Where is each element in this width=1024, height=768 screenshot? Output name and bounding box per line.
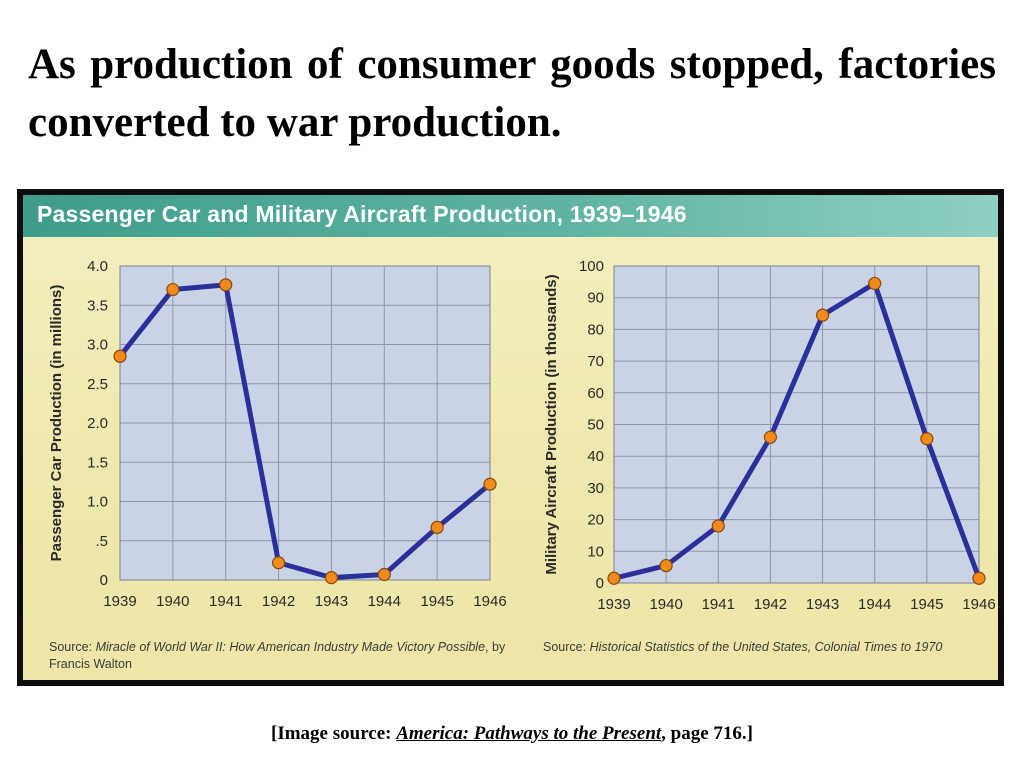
car-xtick-label: 1941 xyxy=(209,593,242,610)
aircraft-data-point-1945 xyxy=(920,432,934,446)
car-xtick-label: 1942 xyxy=(262,593,295,610)
car-ylabel: Passenger Car Production (in millions) xyxy=(48,285,65,562)
aircraft-plot-border xyxy=(613,265,980,584)
slide-title: As production of consumer goods stopped,… xyxy=(28,41,996,146)
car-chart-source: Source: Miracle of World War II: How Ame… xyxy=(49,639,509,673)
aircraft-source-title: Historical Statistics of the United Stat… xyxy=(589,640,943,654)
aircraft-xtick-label: 1945 xyxy=(910,596,943,613)
car-xtick-label: 1940 xyxy=(156,593,189,610)
car-data-point-1946 xyxy=(483,477,497,491)
car-xtick-label: 1939 xyxy=(103,593,136,610)
car-source-title: Miracle of World War II: How American In… xyxy=(95,640,486,654)
aircraft-ytick-label: 90 xyxy=(587,290,604,307)
aircraft-ylabel: Military Aircraft Production (in thousan… xyxy=(543,274,560,574)
aircraft-xtick-label: 1942 xyxy=(754,596,787,613)
car-ytick-label: 1.0 xyxy=(87,494,108,511)
aircraft-ytick-label: 30 xyxy=(587,480,604,497)
car-data-point-1941 xyxy=(219,278,233,292)
charts-svg: 0 .5 1.0 1.5 2.0 2.5 3.0 3.5 4.0 1939 1940 1941 1942… xyxy=(48,258,996,613)
car-ytick-label: 3.0 xyxy=(87,337,108,354)
aircraft-ytick-label: 0 xyxy=(596,575,604,592)
aircraft-series-line xyxy=(611,280,982,581)
car-source-tail: , by Francis Walton xyxy=(49,640,506,671)
aircraft-xtick-label: 1939 xyxy=(597,596,630,613)
aircraft-ytick-label: 40 xyxy=(587,448,604,465)
aircraft-data-point-1940 xyxy=(659,558,673,573)
aircraft-ytick-label: 20 xyxy=(587,512,604,529)
car-ytick-label: 3.5 xyxy=(87,297,108,314)
caption-book-title: America: Pathways to the Present xyxy=(396,723,662,744)
aircraft-xtick-label: 1941 xyxy=(702,596,735,613)
aircraft-data-point-1939 xyxy=(607,571,621,585)
car-data-point-1940 xyxy=(166,282,180,297)
image-source-caption: [Image source: America: Pathways to the … xyxy=(0,723,1024,745)
car-xtick-label: 1943 xyxy=(315,593,348,610)
aircraft-ytick-label: 10 xyxy=(587,543,604,560)
car-ytick-label: .5 xyxy=(95,533,108,550)
car-data-point-1944 xyxy=(377,567,391,582)
car-source-lead: Source: xyxy=(49,640,96,654)
aircraft-xtick-label: 1943 xyxy=(806,596,839,613)
aircraft-ytick-label: 60 xyxy=(587,385,604,402)
car-xtick-label: 1946 xyxy=(473,593,506,610)
car-data-point-1942 xyxy=(271,556,286,570)
car-ytick-label: 4.0 xyxy=(87,258,108,275)
aircraft-data-point-1942 xyxy=(763,430,778,444)
aircraft-data-point-1943 xyxy=(815,308,830,322)
figure-frame: Passenger Car and Military Aircraft Prod… xyxy=(17,189,1004,686)
aircraft-ytick-label: 70 xyxy=(587,353,604,370)
caption-suffix: , page 716.] xyxy=(661,723,753,744)
car-plot-border xyxy=(119,265,491,581)
aircraft-xtick-label: 1946 xyxy=(962,596,995,613)
car-ytick-label: 0 xyxy=(100,572,108,589)
car-ytick-label: 1.5 xyxy=(87,454,108,471)
caption-prefix: [Image source: xyxy=(271,723,397,744)
figure-panel: Passenger Car and Military Aircraft Prod… xyxy=(23,195,998,680)
car-data-point-1943 xyxy=(324,571,339,585)
aircraft-data-point-1944 xyxy=(868,276,882,291)
car-ytick-label: 2.5 xyxy=(87,376,108,393)
figure-banner: Passenger Car and Military Aircraft Prod… xyxy=(23,195,998,237)
aircraft-ytick-label: 50 xyxy=(587,417,604,434)
car-xtick-label: 1944 xyxy=(368,593,401,610)
aircraft-xtick-label: 1940 xyxy=(649,596,682,613)
figure-title: Passenger Car and Military Aircraft Prod… xyxy=(37,201,687,227)
aircraft-chart-source: Source: Historical Statistics of the Uni… xyxy=(543,639,993,656)
aircraft-data-point-1946 xyxy=(972,571,986,585)
aircraft-xtick-label: 1944 xyxy=(858,596,891,613)
aircraft-ytick-label: 80 xyxy=(587,321,604,338)
car-data-point-1945 xyxy=(430,520,444,535)
car-ytick-label: 2.0 xyxy=(87,415,108,432)
aircraft-data-point-1941 xyxy=(711,519,725,533)
aircraft-source-lead: Source: xyxy=(543,640,590,654)
car-xtick-label: 1945 xyxy=(420,593,453,610)
car-data-point-1939 xyxy=(113,349,127,363)
car-series-line xyxy=(117,282,493,581)
aircraft-ytick-label: 100 xyxy=(579,258,604,275)
